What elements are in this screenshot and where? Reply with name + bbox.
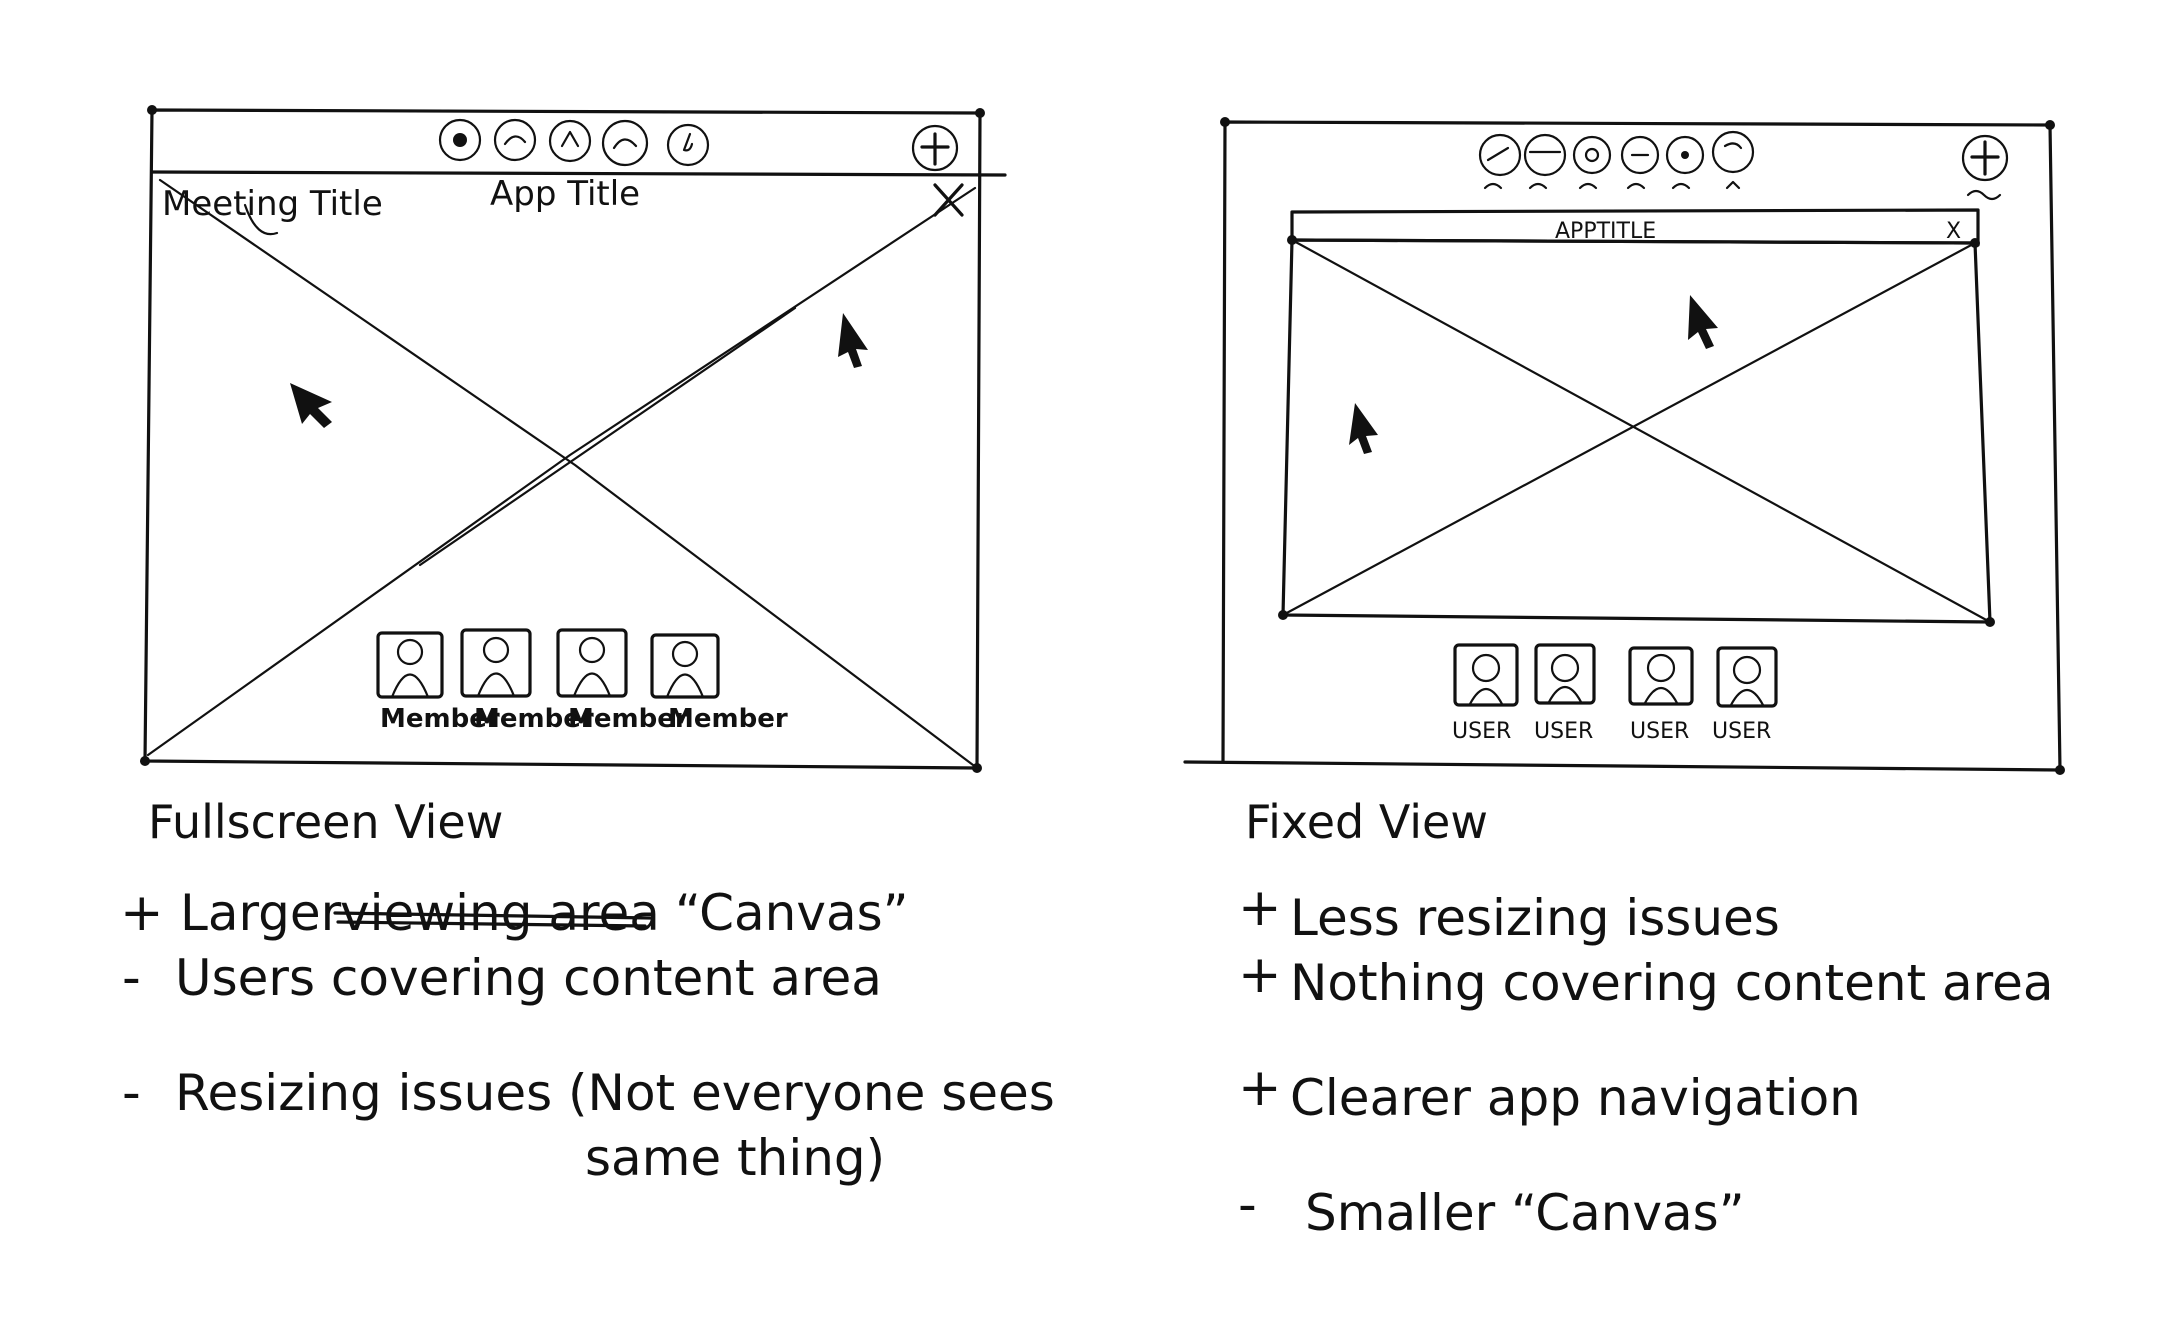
participant-tile[interactable]: Member: [556, 628, 688, 734]
fullscreen-toolbar-icons: [438, 118, 959, 172]
fixed-window-frame: [1183, 120, 2062, 772]
fullscreen-notes: Fullscreen View + Larger viewing area “C…: [120, 795, 1055, 1187]
fullscreen-heading: Fullscreen View: [148, 795, 503, 849]
fixed-participants: USER USER USER USER: [1452, 643, 1778, 744]
close-icon[interactable]: X: [1946, 219, 1961, 244]
svg-text:Smaller “Canvas”: Smaller “Canvas”: [1305, 1184, 1745, 1242]
participant-tile[interactable]: USER: [1628, 646, 1694, 744]
note-line: + Clearer app navigation: [1238, 1058, 1861, 1127]
note-line: - Users covering content area: [122, 948, 882, 1008]
fixed-canvas-placeholder: [1281, 238, 1992, 624]
participant-name: USER: [1712, 719, 1771, 744]
toolbar-icon-1[interactable]: [438, 118, 482, 162]
participant-name: Member: [380, 704, 500, 734]
note-line: - Smaller “Canvas”: [1238, 1175, 1745, 1242]
cursor-icon: [1349, 403, 1378, 454]
cursor-icon: [290, 383, 332, 428]
cursor-icon: [838, 313, 868, 368]
note-line: same thing): [585, 1129, 885, 1187]
participant-tile[interactable]: USER: [1534, 643, 1596, 744]
cursor-icon: [1688, 295, 1718, 349]
fullscreen-view-wireframe: Meeting Title App Title Member Member: [140, 105, 1007, 773]
fixed-view-wireframe: APPTITLE X USER USER USER: [1183, 117, 2065, 775]
svg-text:Users covering content area: Users covering content area: [175, 949, 882, 1007]
note-line: - Resizing issues (Not everyone sees: [122, 1063, 1055, 1123]
svg-text:“Canvas”: “Canvas”: [675, 884, 909, 942]
add-icon[interactable]: [911, 124, 959, 172]
app-title: App Title: [490, 174, 640, 214]
participant-name: USER: [1630, 719, 1689, 744]
toolbar-icon-4[interactable]: [601, 119, 649, 167]
svg-text:+: +: [1238, 878, 1282, 938]
participant-tile[interactable]: USER: [1452, 643, 1519, 744]
toolbar-icon-3[interactable]: [1572, 135, 1612, 190]
note-line: + Less resizing issues: [1238, 878, 1780, 947]
fixed-notes: Fixed View + Less resizing issues + Noth…: [1238, 795, 2054, 1242]
svg-text:Resizing issues (Not everyone: Resizing issues (Not everyone sees: [175, 1064, 1055, 1122]
participant-tile[interactable]: Member: [650, 633, 788, 734]
meeting-title: Meeting Title: [162, 184, 383, 224]
svg-text:Larger: Larger: [180, 884, 342, 942]
participant-name: Member: [668, 704, 788, 734]
toolbar-icon-5[interactable]: [666, 123, 710, 167]
toolbar-icon-2[interactable]: [1523, 133, 1567, 190]
svg-text:-: -: [122, 1063, 141, 1123]
participant-tile[interactable]: Member: [460, 628, 594, 734]
close-icon[interactable]: [933, 183, 964, 217]
svg-text:+: +: [1238, 945, 1282, 1005]
note-line: + Nothing covering content area: [1238, 945, 2054, 1012]
svg-text:-: -: [1238, 1175, 1257, 1235]
toolbar-icon-3[interactable]: [548, 119, 592, 163]
fixed-heading: Fixed View: [1245, 795, 1488, 849]
fullscreen-canvas-placeholder: [146, 178, 979, 770]
svg-text:Less resizing issues: Less resizing issues: [1290, 889, 1780, 947]
toolbar-icon-1[interactable]: [1478, 133, 1522, 190]
add-icon[interactable]: [1961, 134, 2009, 201]
participant-name: USER: [1534, 719, 1593, 744]
participant-name: Member: [474, 704, 594, 734]
fullscreen-participants: Member Member Member Member: [376, 628, 788, 734]
participant-name: USER: [1452, 719, 1511, 744]
note-line: + Larger viewing area “Canvas”: [120, 883, 909, 943]
svg-text:Clearer app navigation: Clearer app navigation: [1290, 1069, 1861, 1127]
participant-tile[interactable]: USER: [1712, 646, 1778, 744]
toolbar-icon-4[interactable]: [1620, 135, 1660, 190]
svg-text:+: +: [1238, 1058, 1282, 1118]
toolbar-icon-5[interactable]: [1665, 135, 1705, 190]
participant-tile[interactable]: Member: [376, 631, 500, 734]
svg-text:same thing): same thing): [585, 1129, 885, 1187]
svg-text:-: -: [122, 948, 141, 1008]
svg-text:Nothing covering content area: Nothing covering content area: [1290, 954, 2054, 1012]
fullscreen-toolbar-divider: [150, 170, 1007, 177]
fixed-toolbar-icons: [1478, 130, 2009, 201]
toolbar-icon-2[interactable]: [493, 118, 537, 162]
participant-name: Member: [568, 704, 688, 734]
toolbar-icon-6[interactable]: [1711, 130, 1755, 190]
svg-text:+: +: [120, 883, 164, 943]
